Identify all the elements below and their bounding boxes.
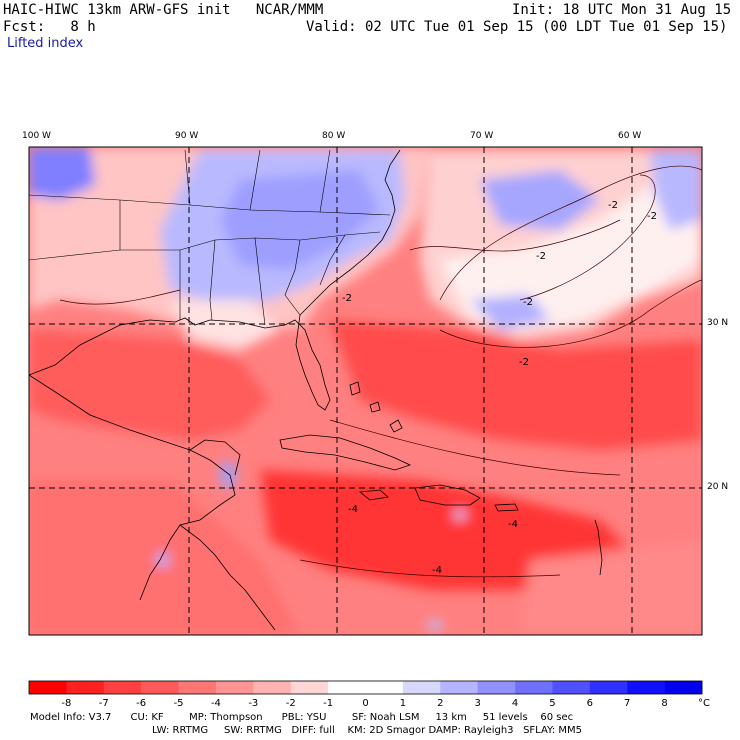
lon-label-70w: 70 W xyxy=(470,131,494,141)
latlon-grid xyxy=(29,147,702,635)
contour-label: -2 xyxy=(536,251,546,262)
colorbar-tick-label: 5 xyxy=(549,698,555,709)
colorbar-swatch xyxy=(215,681,254,694)
contour-label: -4 xyxy=(348,504,358,515)
colorbar-swatch xyxy=(66,681,105,694)
colorbar-swatch xyxy=(141,681,179,694)
forecast-hour: Fcst: 8 h xyxy=(3,19,96,35)
colorbar-tick-label: 0 xyxy=(362,698,368,709)
contour-label: -2 xyxy=(523,297,533,308)
init-time: Init: 18 UTC Mon 31 Aug 15 xyxy=(512,2,732,18)
colorbar-tick-label: 4 xyxy=(512,698,518,709)
colorbar-swatch xyxy=(328,681,366,694)
colorbar-tick-label: -8 xyxy=(61,698,71,709)
colorbar-tick-label: 8 xyxy=(661,698,667,709)
colorbar-unit: °C xyxy=(698,698,710,709)
lat-label-20n: 20 N xyxy=(707,482,729,492)
colorbar-swatch xyxy=(402,681,441,694)
colorbar-swatch xyxy=(440,681,478,694)
contour-label: -2 xyxy=(342,293,352,304)
colorbar-tick-label: -4 xyxy=(211,698,221,709)
contour-label: -4 xyxy=(508,519,518,530)
valid-time: Valid: 02 UTC Tue 01 Sep 15 (00 LDT Tue … xyxy=(306,19,728,35)
lon-label-90w: 90 W xyxy=(175,131,199,141)
map-title: HAIC-HIWC 13km ARW-GFS init NCAR/MMM xyxy=(3,2,324,18)
colorbar-swatch xyxy=(253,681,292,694)
colorbar: -8 -7 -6 -5 -4 -3 -2 -1 0 1 2 3 4 5 6 7 8 °C xyxy=(28,680,710,709)
lon-label-100w: 100 W xyxy=(22,131,51,141)
colorbar-tick-label: 2 xyxy=(437,698,443,709)
contour-label: -2 xyxy=(519,357,529,368)
colorbar-swatch xyxy=(290,681,329,694)
colorbar-swatch xyxy=(664,681,703,694)
colorbar-tick-label: 1 xyxy=(400,698,406,709)
coastlines xyxy=(29,149,603,631)
colorbar-swatch xyxy=(178,681,217,694)
model-info-line2: LW: RRTMG SW: RRTMG DIFF: full KM: 2D Sm… xyxy=(152,725,582,736)
contour-lines xyxy=(59,165,702,578)
lat-label-30n: 30 N xyxy=(707,318,729,328)
map-frame xyxy=(28,146,703,636)
contour-label: -4 xyxy=(432,565,442,576)
colorbar-swatch xyxy=(103,681,142,694)
field-name: Lifted index xyxy=(7,36,84,51)
colorbar-swatch xyxy=(515,681,553,694)
colorbar-tick-label: 7 xyxy=(624,698,630,709)
lon-label-60w: 60 W xyxy=(618,131,642,141)
colorbar-tick-label: -1 xyxy=(323,698,333,709)
colorbar-tick-label: -2 xyxy=(286,698,296,709)
colorbar-tick-label: -7 xyxy=(99,698,109,709)
colorbar-tick-label: 3 xyxy=(474,698,480,709)
shading-field xyxy=(29,147,702,635)
colorbar-tick-label: 6 xyxy=(587,698,593,709)
colorbar-swatch xyxy=(627,681,665,694)
lon-label-80w: 80 W xyxy=(322,131,346,141)
model-info-line1: Model Info: V3.7 CU: KF MP: Thompson PBL… xyxy=(30,712,574,723)
state-borders xyxy=(29,149,391,326)
colorbar-tick-label: -6 xyxy=(136,698,146,709)
colorbar-swatch xyxy=(365,681,404,694)
colorbar-tick-label: -5 xyxy=(174,698,184,709)
contour-label: -2 xyxy=(647,211,657,222)
contour-label: -2 xyxy=(608,200,618,211)
colorbar-swatch xyxy=(477,681,516,694)
contour-labels: -2 -2 -2 -2 -2 -2 -4 -4 -4 xyxy=(342,200,657,576)
colorbar-swatch xyxy=(29,681,67,694)
colorbar-swatch xyxy=(552,681,591,694)
colorbar-tick-label: -3 xyxy=(248,698,258,709)
colorbar-swatch xyxy=(589,681,628,694)
colorbar-frame xyxy=(28,680,703,695)
